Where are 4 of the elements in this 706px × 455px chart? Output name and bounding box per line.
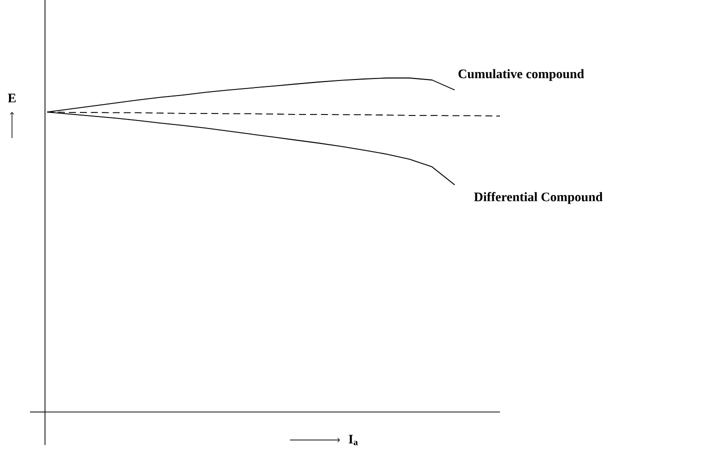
series-label: Cumulative compound: [458, 69, 584, 81]
y-axis-title: E: [8, 94, 16, 102]
series-label: Differential Compound: [474, 192, 603, 204]
x-axis-title: I$_{a}$: [348, 434, 358, 446]
